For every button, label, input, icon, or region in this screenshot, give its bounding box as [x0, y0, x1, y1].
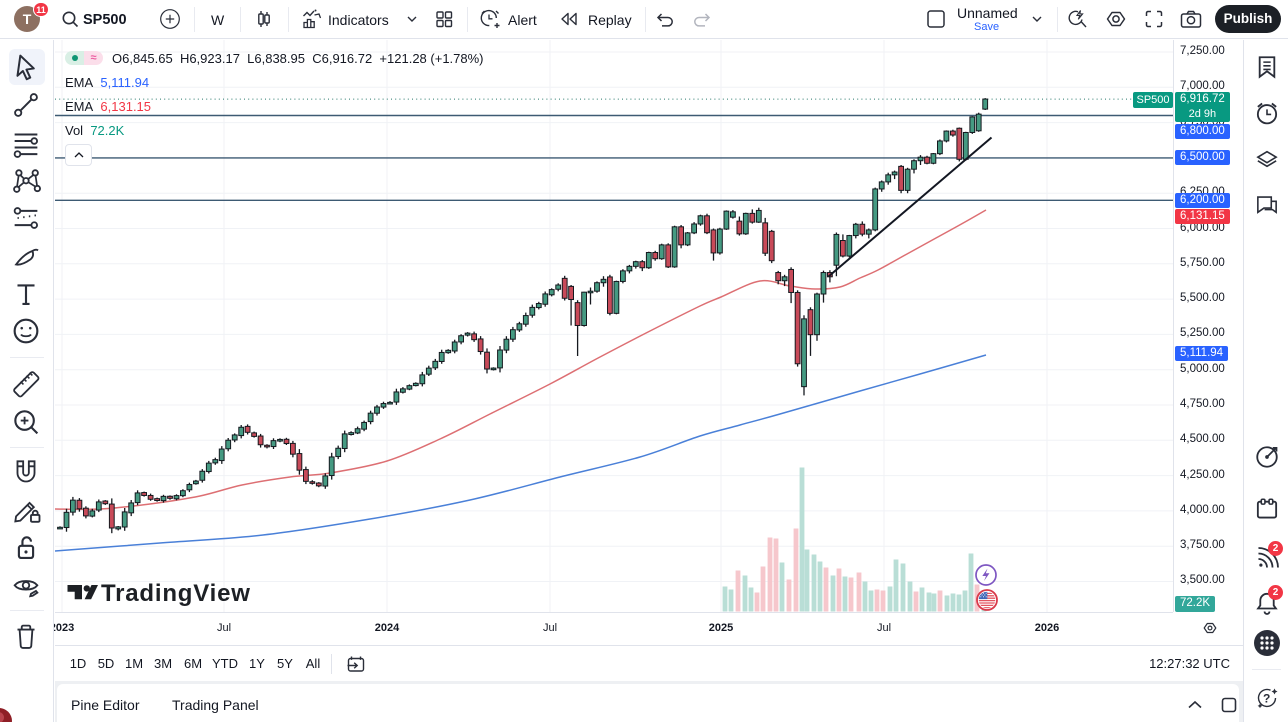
- svg-text:TradingView: TradingView: [101, 580, 251, 607]
- svg-text:?: ?: [1263, 692, 1270, 706]
